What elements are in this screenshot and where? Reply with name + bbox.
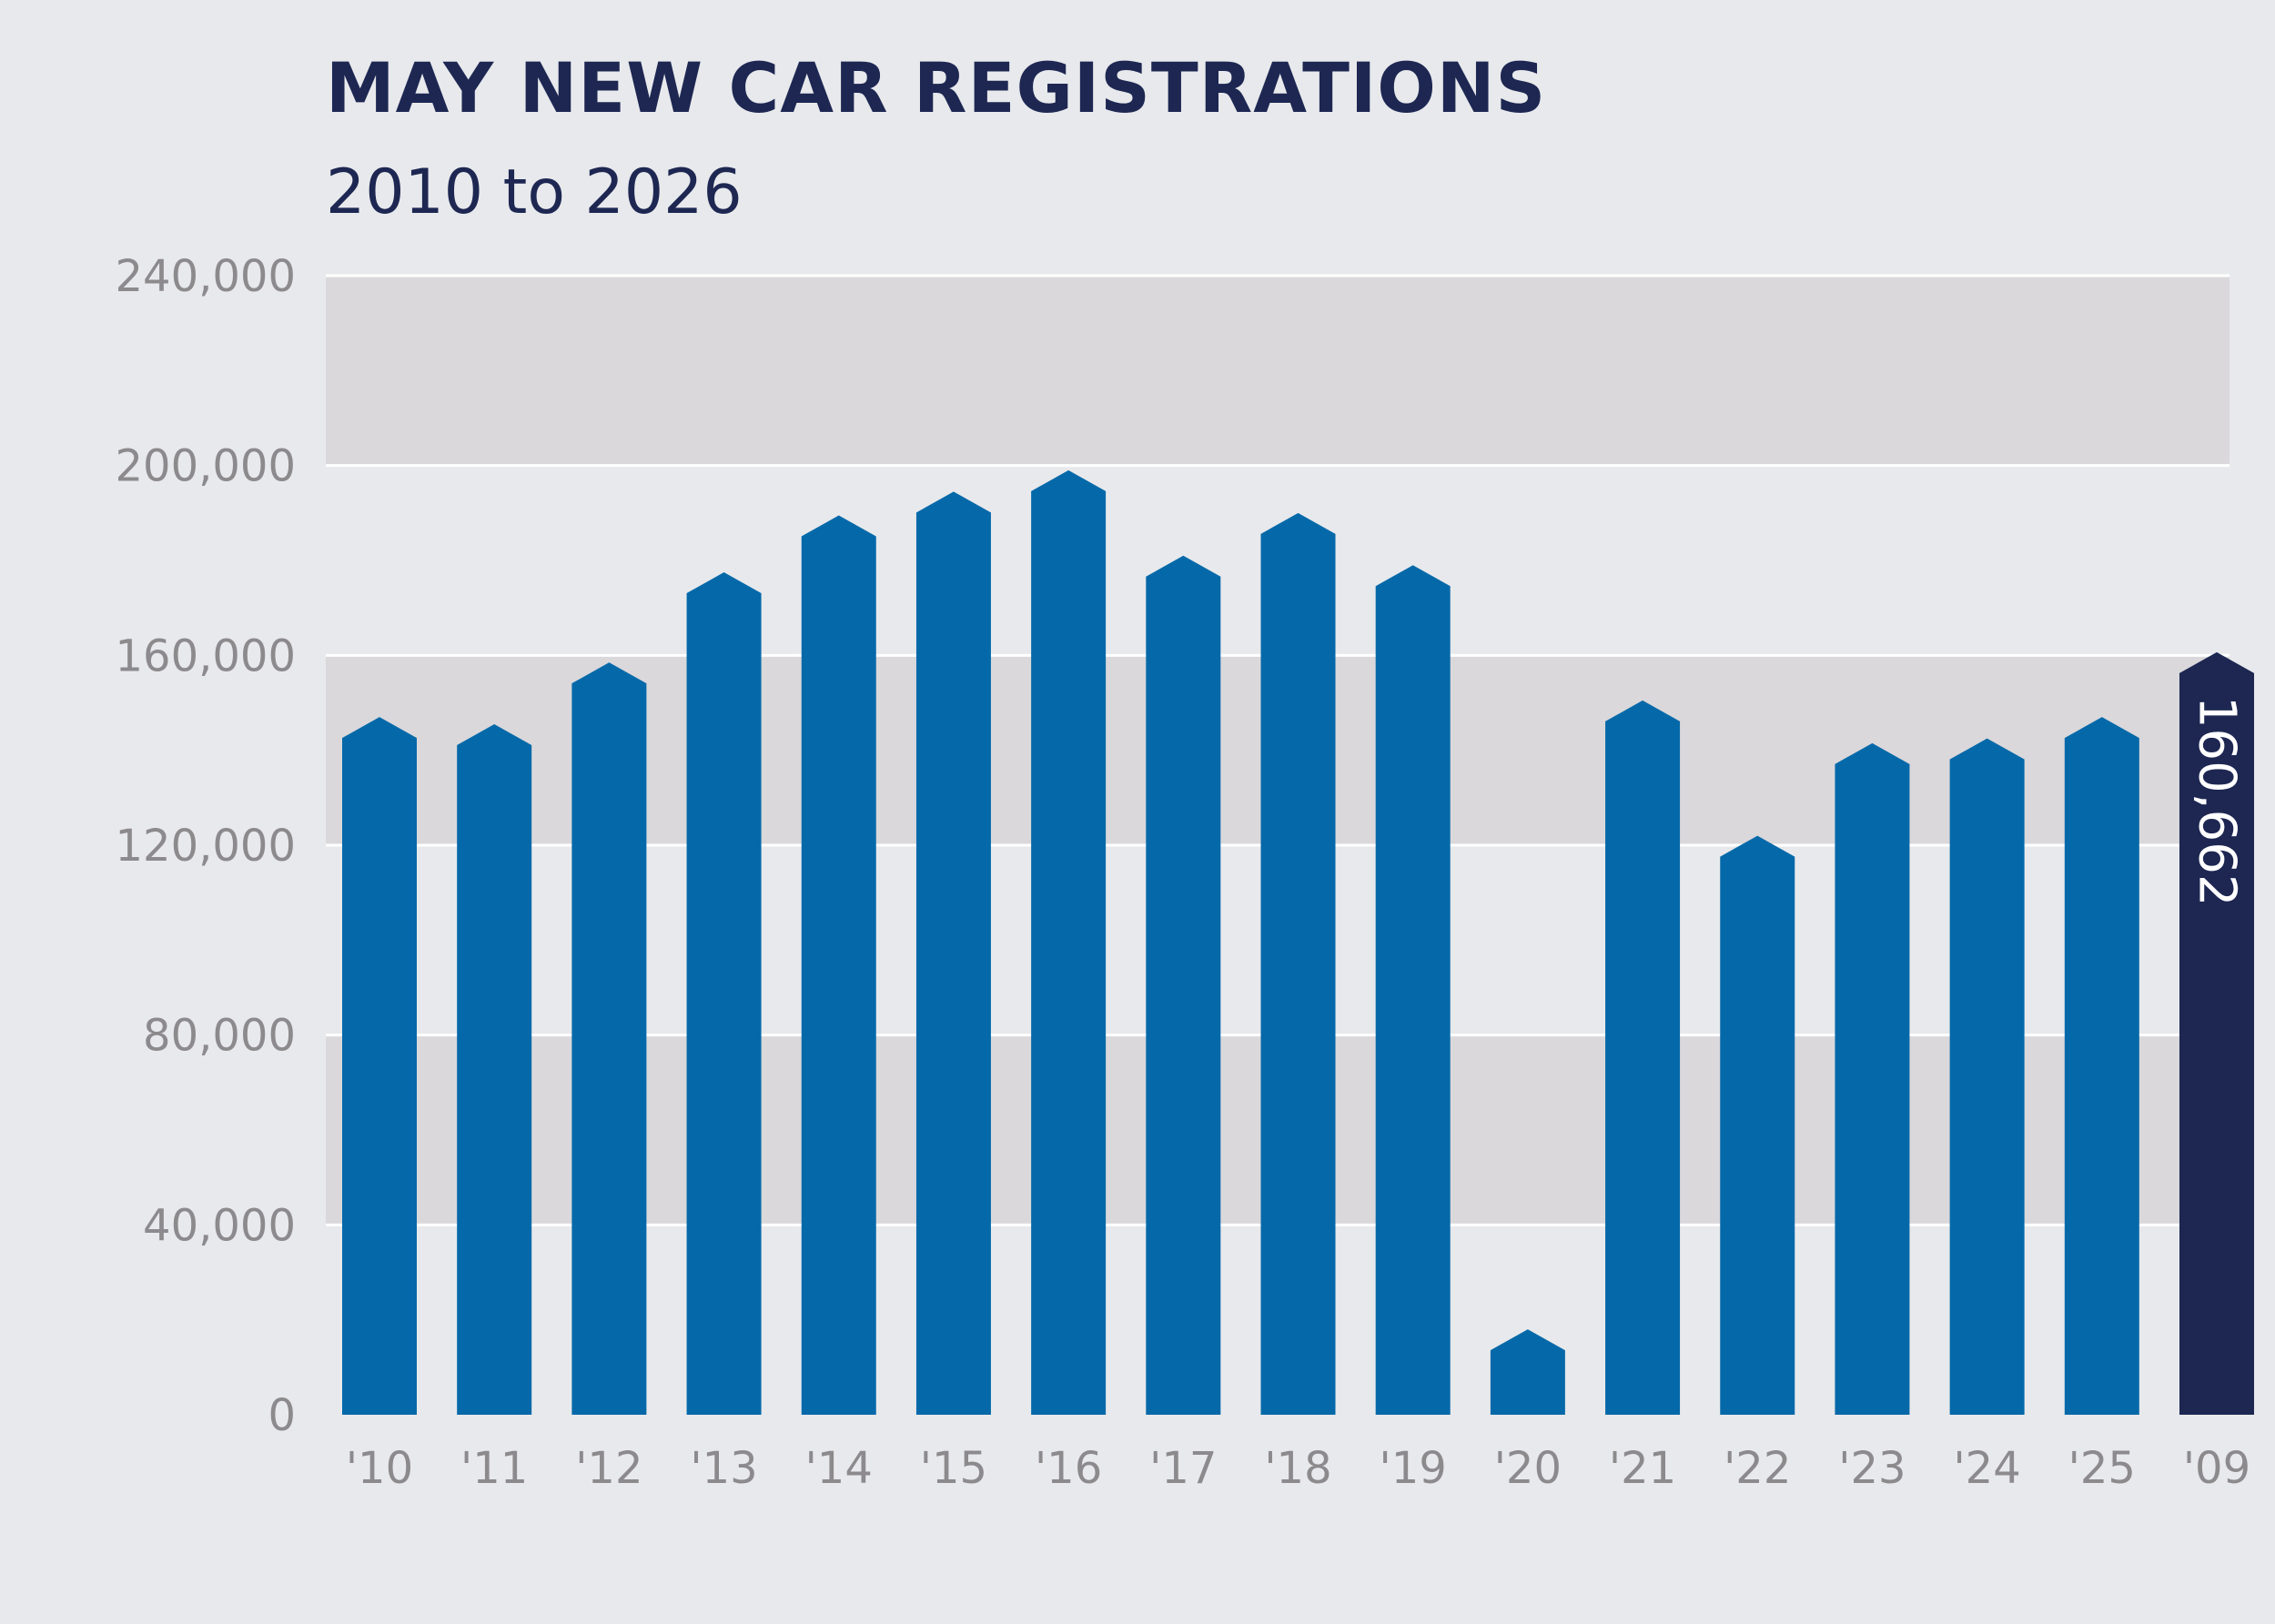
x-tick-label: '10	[346, 1443, 413, 1494]
bar	[571, 662, 647, 1415]
bar	[915, 491, 991, 1415]
bar	[1260, 512, 1336, 1415]
x-axis: '10 '11 '12 '13 '14 '15 '16 '17 '18 '19 '20 '21 '22 '…	[346, 1443, 2250, 1494]
y-tick-label: 240,000	[116, 251, 297, 302]
y-tick-label: 40,000	[143, 1200, 296, 1251]
x-tick-label: '14	[805, 1443, 873, 1494]
x-tick-label: '25	[2068, 1443, 2136, 1494]
x-tick-label: '17	[1149, 1443, 1217, 1494]
bar	[686, 572, 762, 1415]
y-axis: 0 40,000 80,000 120,000 160,000 200,000 240,00…	[116, 251, 297, 1441]
bar	[801, 515, 876, 1415]
bar-highlight	[2179, 651, 2254, 1415]
x-tick-label: '13	[690, 1443, 757, 1494]
bar	[1605, 700, 1681, 1415]
bar	[1146, 555, 1221, 1415]
x-tick-label: '24	[1953, 1443, 2020, 1494]
y-tick-label: 160,000	[116, 630, 297, 681]
x-tick-label: '18	[1264, 1443, 1331, 1494]
x-tick-label: '15	[920, 1443, 987, 1494]
x-tick-label: '12	[575, 1443, 642, 1494]
y-tick-label: 200,000	[116, 441, 297, 492]
bars	[342, 469, 2254, 1416]
x-tick-label: '11	[460, 1443, 528, 1494]
x-tick-label: '20	[1494, 1443, 1562, 1494]
x-tick-label: '22	[1724, 1443, 1791, 1494]
bar	[1949, 738, 2025, 1415]
bar	[1835, 742, 1910, 1415]
y-tick-label: 120,000	[116, 821, 297, 872]
grid-band	[326, 276, 2230, 466]
bar	[1720, 835, 1795, 1415]
bar	[1375, 565, 1451, 1415]
y-tick-label: 0	[268, 1390, 296, 1441]
data-labels: 160,662	[2188, 696, 2247, 907]
chart-subtitle: 2010 to 2026	[326, 156, 743, 228]
x-tick-label: '23	[1838, 1443, 1906, 1494]
chart-title: MAY NEW CAR REGISTRATIONS	[326, 47, 1547, 128]
x-tick-label: '16	[1035, 1443, 1102, 1494]
x-tick-label: '09	[2183, 1443, 2250, 1494]
data-label: 160,662	[2188, 696, 2247, 907]
bar	[342, 717, 417, 1415]
bar	[1490, 1329, 1565, 1415]
bar	[2064, 717, 2139, 1415]
x-tick-label: '19	[1380, 1443, 1447, 1494]
bar	[1031, 469, 1107, 1416]
bar	[457, 723, 532, 1415]
y-tick-label: 80,000	[143, 1011, 296, 1062]
x-tick-label: '21	[1609, 1443, 1676, 1494]
